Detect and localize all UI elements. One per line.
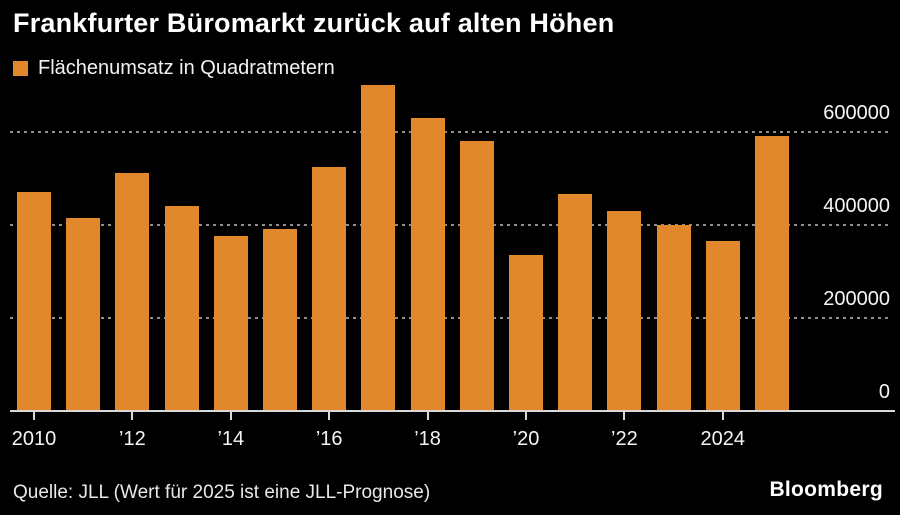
x-axis-label-2024: 2024 [700,428,746,450]
bar-2024 [705,241,740,411]
bar-2023 [656,224,691,411]
y-axis-label-200000: 200000 [823,287,890,310]
x-axis-label-’14: ’14 [217,428,245,450]
bar-2018 [410,117,445,411]
bloomberg-logo: Bloomberg [769,478,883,501]
x-axis-tick-’12 [131,412,134,420]
bar-2017 [361,85,396,411]
x-axis-label-’16: ’16 [315,428,343,450]
x-axis-tick-’20 [525,412,527,420]
y-axis-label-0: 0 [878,381,890,403]
bar-2021 [558,194,593,411]
legend-swatch-icon [13,61,28,76]
x-axis-label-’12: ’12 [119,428,146,450]
x-axis-tick-’22 [623,412,626,420]
bar-2016 [312,166,347,411]
x-axis-tick-’18 [426,412,429,420]
gridline-200000 [10,316,890,319]
x-axis-label-’18: ’18 [414,428,441,450]
bar-2011 [66,217,101,411]
legend-label: Flächenumsatz in Quadratmetern [38,57,335,79]
y-axis-label-400000: 400000 [823,194,890,217]
y-axis-label-600000: 600000 [823,101,890,124]
source-note: Quelle: JLL (Wert für 2025 ist eine JLL-… [13,482,431,503]
bar-2013 [164,206,199,411]
x-axis-tick-’16 [328,412,331,420]
x-axis-label-’20: ’20 [512,428,540,450]
bar-2025 [755,136,789,411]
gridline-400000 [10,223,890,226]
bar-2019 [459,140,494,411]
x-axis-tick-’14 [229,412,232,420]
x-axis-tick-2024 [721,412,724,420]
plot-area: 0 200000 400000 600000 [0,78,900,411]
bar-2014 [213,236,248,411]
x-axis-tick-2010 [33,412,35,420]
bar-2022 [607,210,642,411]
legend: Flächenumsatz in Quadratmetern [13,57,335,80]
gridline-600000 [10,130,890,133]
bar-2015 [263,229,297,411]
bar-2012 [115,173,150,411]
bar-2010 [17,192,51,411]
x-axis-line [10,410,895,412]
chart-title: Frankfurter Büromarkt zurück auf alten H… [13,8,615,38]
x-axis-label-2010: 2010 [11,428,57,450]
x-axis-label-’22: ’22 [611,428,638,450]
bar-2020 [509,254,543,411]
